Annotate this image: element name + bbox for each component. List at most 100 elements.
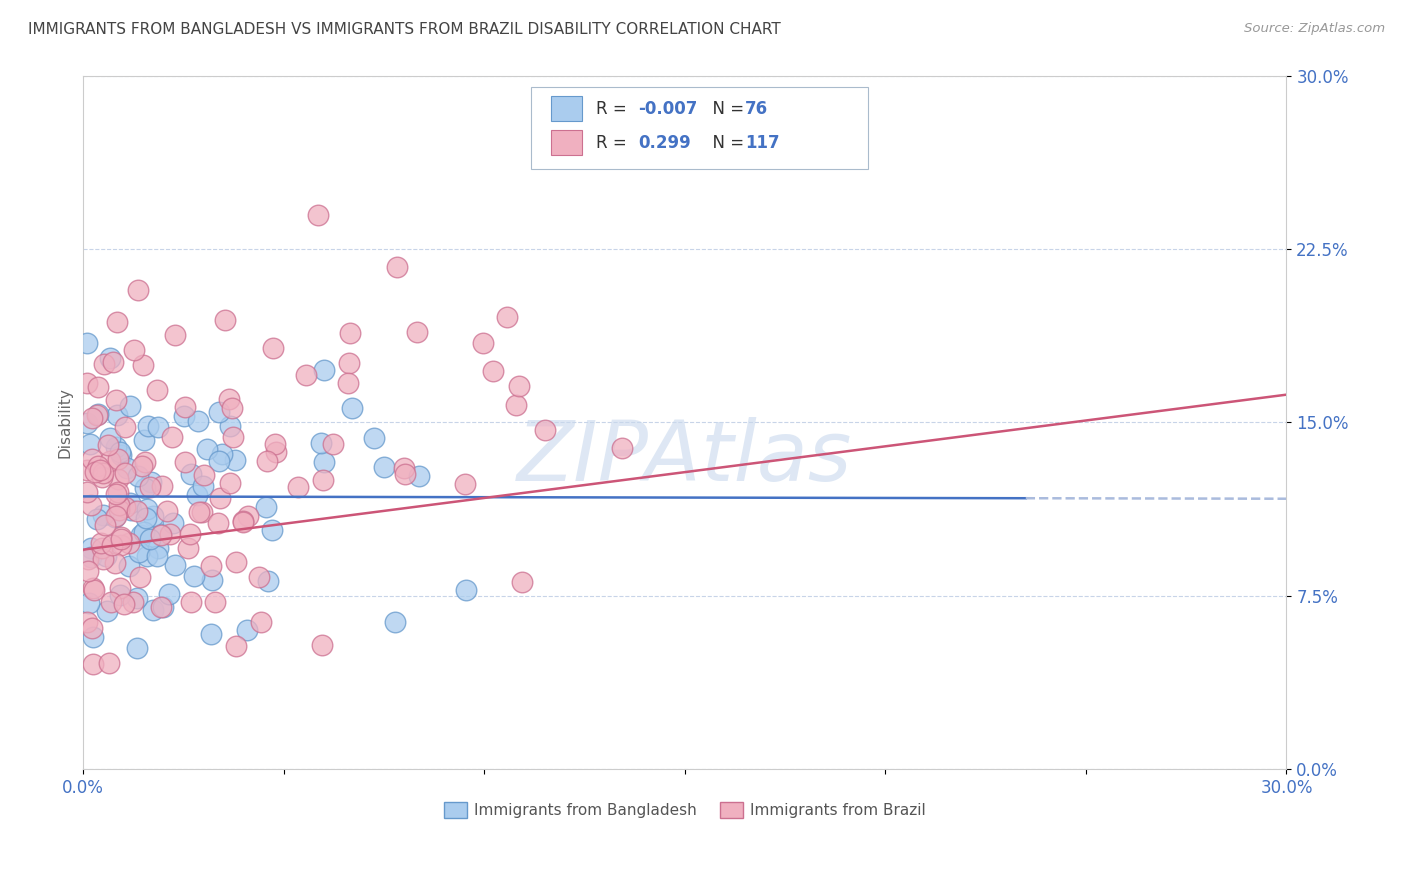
Point: [118, 536, 141, 550]
Legend: Immigrants from Bangladesh, Immigrants from Brazil: Immigrants from Bangladesh, Immigrants f…: [437, 796, 932, 824]
Point: [98, 351, 121, 366]
Point: [222, 430, 245, 444]
Point: [200, 559, 222, 574]
Point: [110, 445, 132, 459]
Point: [104, 393, 127, 408]
Point: [208, 405, 231, 419]
Point: [104, 509, 127, 524]
Point: [82, 410, 104, 425]
Point: [200, 627, 222, 641]
Point: [132, 358, 155, 372]
Point: [142, 603, 165, 617]
Point: [295, 368, 318, 382]
Point: [339, 326, 361, 341]
Point: [127, 469, 149, 483]
Point: [340, 401, 363, 416]
Point: [221, 401, 243, 416]
Point: [363, 431, 385, 445]
Point: [384, 615, 406, 630]
Point: [138, 418, 160, 433]
Point: [91, 467, 114, 481]
Point: [156, 504, 179, 518]
Point: [129, 528, 152, 542]
Point: [337, 356, 360, 370]
Point: [149, 599, 172, 614]
Point: [157, 587, 180, 601]
Point: [482, 364, 505, 378]
Point: [80, 549, 103, 564]
Point: [322, 437, 344, 451]
Point: [134, 455, 156, 469]
Point: [249, 570, 271, 584]
Point: [128, 544, 150, 558]
Point: [118, 496, 141, 510]
Point: [232, 516, 254, 530]
Point: [86, 408, 108, 422]
Point: [100, 595, 122, 609]
Point: [125, 591, 148, 605]
Point: [505, 398, 527, 412]
Point: [76, 336, 98, 351]
Point: [287, 480, 309, 494]
Point: [107, 471, 129, 485]
Point: [256, 453, 278, 467]
Point: [191, 478, 214, 492]
Point: [149, 527, 172, 541]
Point: [80, 622, 103, 636]
Point: [107, 315, 129, 329]
Point: [454, 583, 477, 598]
Point: [262, 342, 284, 356]
Point: [131, 459, 153, 474]
Point: [225, 555, 247, 569]
Point: [207, 516, 229, 530]
Point: [93, 552, 115, 566]
Point: [135, 549, 157, 564]
Point: [104, 440, 127, 454]
Point: [534, 423, 557, 437]
Point: [385, 260, 408, 274]
Point: [314, 363, 336, 377]
Point: [146, 383, 169, 397]
Point: [394, 467, 416, 482]
Point: [406, 325, 429, 339]
Point: [91, 508, 114, 522]
Text: R =: R =: [596, 134, 633, 152]
Point: [76, 552, 98, 566]
Point: [86, 407, 108, 421]
Point: [262, 523, 284, 537]
Point: [93, 357, 115, 371]
Point: [188, 504, 211, 518]
Point: [139, 532, 162, 546]
Text: Source: ZipAtlas.com: Source: ZipAtlas.com: [1244, 22, 1385, 36]
Point: [135, 511, 157, 525]
Point: [76, 463, 98, 477]
Point: [266, 445, 288, 459]
Point: [110, 538, 132, 552]
Point: [201, 573, 224, 587]
Point: [134, 481, 156, 495]
Point: [110, 589, 132, 603]
Point: [127, 283, 149, 297]
Point: [84, 465, 107, 479]
Point: [173, 400, 195, 414]
Point: [108, 502, 131, 516]
Point: [180, 595, 202, 609]
Point: [211, 446, 233, 460]
Point: [122, 343, 145, 357]
Point: [510, 574, 533, 589]
Point: [495, 310, 517, 324]
Point: [107, 452, 129, 467]
Point: [224, 453, 246, 467]
Point: [218, 476, 240, 491]
Point: [76, 417, 98, 431]
Text: IMMIGRANTS FROM BANGLADESH VS IMMIGRANTS FROM BRAZIL DISABILITY CORRELATION CHAR: IMMIGRANTS FROM BANGLADESH VS IMMIGRANTS…: [28, 22, 780, 37]
Point: [254, 500, 277, 514]
Point: [176, 541, 198, 556]
Point: [159, 526, 181, 541]
Point: [139, 480, 162, 494]
Point: [336, 376, 359, 390]
Point: [110, 532, 132, 546]
Point: [114, 419, 136, 434]
Point: [83, 582, 105, 597]
Point: [101, 538, 124, 552]
